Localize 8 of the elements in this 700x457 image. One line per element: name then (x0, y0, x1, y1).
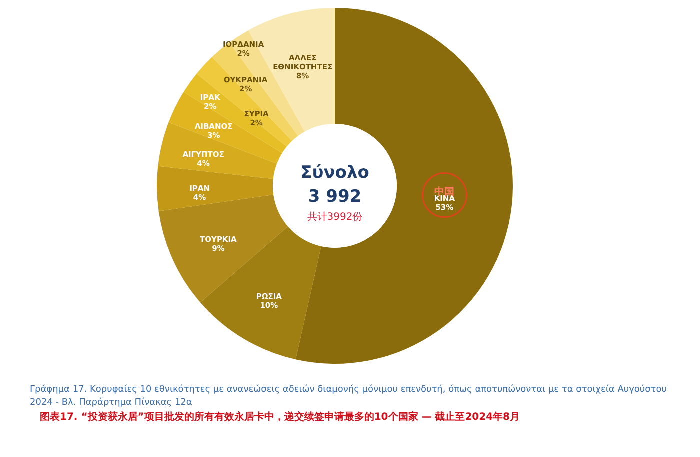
donut-slice (157, 166, 274, 212)
text: Σύνολο (300, 163, 370, 183)
text: 共计3992份 (307, 211, 363, 223)
donut-slice (158, 194, 288, 303)
text: 图表17. “投资获永居”项目批发的所有有效永居卡中，递交续签申请最多的10个国家 — 截止至2024年8月 (40, 411, 520, 423)
donut-slice (200, 226, 322, 360)
text: Γράφημα 17. Κορυφαίες 10 εθνικότητες με ανανεώσεις αδειών διαμονής μόνιμου επενδυτή, όπως αποτυπώνονται με τα στοιχεία Αυγούστου 2024 - Βλ. Παράρτημα Πίνακας 12α (30, 384, 667, 408)
text: 3 992 (308, 187, 362, 207)
